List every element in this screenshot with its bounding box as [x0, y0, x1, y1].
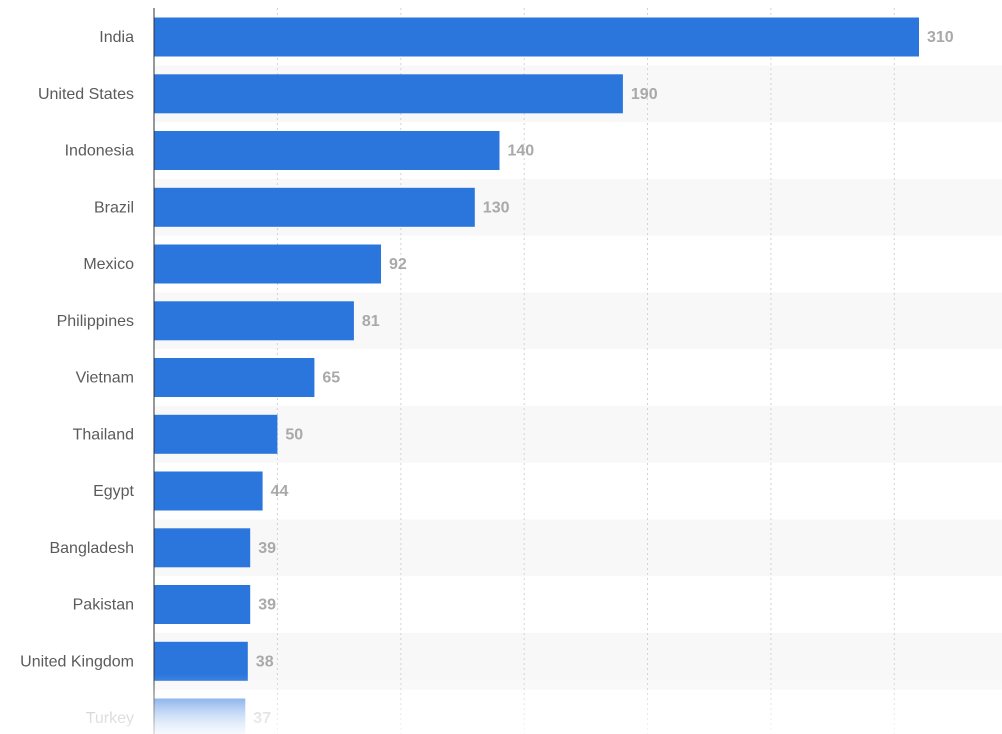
value-label: 50	[285, 427, 303, 444]
bar[interactable]	[154, 17, 919, 57]
bar[interactable]	[154, 528, 251, 568]
value-label: 39	[258, 540, 276, 557]
category-label: Pakistan	[73, 597, 134, 614]
value-label: 65	[322, 370, 340, 387]
category-label: Turkey	[86, 710, 134, 727]
gridlines	[276, 8, 895, 734]
category-labels: India United States Indonesia Brazil Mexico P…	[20, 29, 134, 727]
bar[interactable]	[154, 641, 248, 681]
row-stripe	[154, 519, 1002, 577]
value-labels: 310 190 140 130 92 81 65 50 44 39 39 38 37	[253, 29, 953, 727]
value-label: 140	[508, 143, 535, 160]
bar[interactable]	[154, 585, 251, 624]
category-label: Indonesia	[65, 143, 134, 160]
category-label: United Kingdom	[20, 654, 134, 671]
value-label: 130	[483, 200, 510, 217]
bar[interactable]	[154, 131, 500, 170]
value-label: 190	[631, 86, 658, 103]
value-label: 81	[362, 313, 380, 330]
category-label: Thailand	[73, 427, 134, 444]
bar[interactable]	[154, 471, 263, 511]
category-label: Mexico	[83, 256, 134, 273]
bar[interactable]	[154, 74, 623, 114]
bar[interactable]	[154, 301, 354, 341]
value-label: 92	[389, 256, 407, 273]
category-label: United States	[38, 86, 134, 103]
row-stripe	[154, 632, 1002, 690]
category-label: Bangladesh	[49, 540, 134, 557]
bar[interactable]	[154, 414, 278, 454]
row-stripes	[154, 65, 1002, 690]
category-label: Brazil	[94, 200, 134, 217]
category-label: Egypt	[93, 483, 134, 500]
category-label: India	[99, 29, 134, 46]
value-label: 310	[927, 29, 954, 46]
category-label: Philippines	[57, 313, 134, 330]
bar[interactable]	[154, 698, 246, 734]
bar[interactable]	[154, 187, 475, 227]
row-stripe	[154, 405, 1002, 463]
bars	[154, 17, 919, 734]
value-label: 38	[256, 654, 274, 671]
bar[interactable]	[154, 244, 381, 284]
value-label: 44	[271, 483, 289, 500]
bar[interactable]	[154, 358, 315, 397]
value-label: 39	[258, 597, 276, 614]
category-label: Vietnam	[76, 370, 134, 387]
value-label: 37	[253, 710, 271, 727]
